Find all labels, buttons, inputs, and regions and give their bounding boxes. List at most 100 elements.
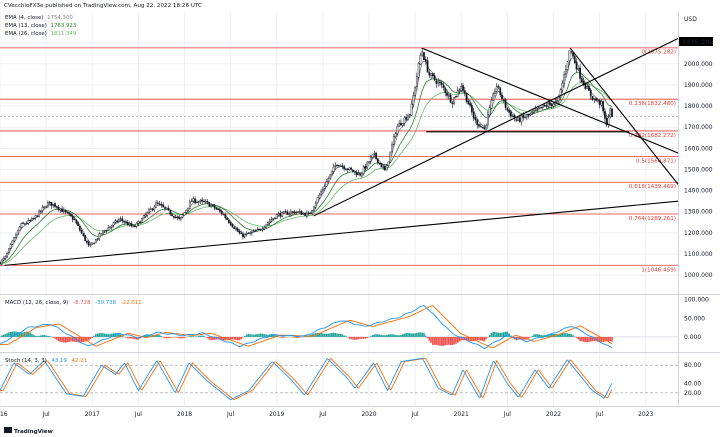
- candle-body-23: [39, 210, 42, 212]
- candle-body-22: [38, 210, 40, 218]
- macd-histogram-bar-142: [251, 334, 253, 337]
- macd-histogram-bar-250: [442, 336, 445, 346]
- macd-histogram-bar-194: [343, 335, 345, 337]
- macd-histogram-bar-338: [598, 336, 601, 343]
- candle-body-70: [123, 221, 126, 223]
- macd-histogram-bar-20: [34, 335, 37, 337]
- macd-histogram-bar-186: [329, 333, 331, 337]
- macd-histogram-bar-220: [389, 334, 392, 337]
- candle-body-263: [465, 92, 468, 102]
- macd-histogram-bar-183: [323, 333, 326, 337]
- candle-body-62: [109, 226, 111, 229]
- macd-histogram-bar-51: [89, 336, 92, 340]
- candle-body-281: [497, 86, 500, 88]
- macd-histogram-bar-185: [327, 333, 329, 337]
- macd-histogram-bar-188: [332, 332, 335, 337]
- macd-histogram-bar-16: [27, 331, 30, 337]
- candle-body-272: [481, 126, 484, 129]
- macd-histogram-bar-187: [330, 332, 333, 337]
- macd-histogram-bar-45: [79, 336, 81, 343]
- macd-histogram-bar-258: [456, 336, 459, 343]
- svg-text:EMA (26, close) 1811.349: EMA (26, close) 1811.349: [5, 31, 77, 37]
- macd-histogram-bar-11: [18, 332, 21, 337]
- candle-body-16: [27, 220, 30, 224]
- candle-body-144: [254, 230, 257, 232]
- candle-body-154: [272, 218, 275, 220]
- candle-body-308: [545, 105, 548, 107]
- macd-histogram-bar-340: [602, 336, 604, 342]
- macd-histogram-bar-38: [66, 336, 69, 343]
- macd-histogram-bar-217: [384, 335, 386, 337]
- candle-body-36: [62, 209, 65, 212]
- stoch-legend-label: Stoch (14, 3, 3): [5, 358, 47, 364]
- macd-histogram-bar-259: [458, 336, 461, 342]
- macd-histogram-bar-166: [293, 336, 296, 338]
- macd-histogram-bar-96: [169, 336, 172, 338]
- candle-body-63: [110, 225, 113, 228]
- macd-histogram-bar-298: [527, 336, 530, 339]
- candle-body-225: [398, 123, 401, 127]
- candle-body-56: [98, 233, 101, 240]
- candle-body-45: [78, 226, 81, 231]
- candle-body-328: [580, 78, 583, 82]
- candle-body-64: [112, 222, 115, 226]
- candle-body-132: [233, 227, 236, 230]
- candle-body-179: [316, 197, 319, 203]
- macd-histogram-bar-197: [348, 336, 351, 339]
- candle-body-137: [242, 233, 244, 238]
- macd-histogram-bar-309: [547, 334, 549, 337]
- macd-histogram-bar-129: [228, 336, 230, 340]
- macd-histogram-bar-125: [220, 336, 223, 341]
- macd-histogram-bar-330: [584, 336, 587, 343]
- candle-body-246: [435, 80, 438, 84]
- candle-body-202: [357, 172, 360, 176]
- price-tick-label-8: 1300.000: [684, 209, 713, 216]
- macd-histogram-bar-132: [233, 336, 235, 340]
- candle-body-117: [206, 201, 209, 203]
- macd-histogram-bar-306: [542, 335, 544, 337]
- macd-histogram-bar-52: [91, 336, 94, 338]
- candle-body-332: [588, 85, 590, 91]
- macd-histogram-bar-147: [259, 333, 262, 337]
- candle-body-143: [252, 230, 255, 233]
- time-tick-label-2: 2017: [85, 411, 100, 418]
- candle-body-245: [433, 75, 436, 81]
- candle-body-243: [430, 73, 432, 77]
- candle-body-149: [263, 226, 266, 230]
- candle-body-28: [48, 201, 51, 204]
- candle-body-147: [259, 229, 262, 231]
- last-price-tag: 2075.282: [679, 37, 714, 46]
- candle-body-91: [160, 203, 163, 206]
- candle-body-174: [307, 212, 310, 214]
- candle-body-87: [153, 206, 156, 211]
- macd-histogram-bar-23: [40, 335, 42, 337]
- candle-body-33: [57, 206, 60, 210]
- macd-histogram-bar-66: [116, 333, 118, 337]
- macd-histogram-bar-76: [134, 336, 136, 340]
- macd-histogram-bar-89: [157, 334, 159, 337]
- macd-histogram-bar-269: [476, 336, 478, 341]
- macd-histogram-bar-8: [13, 331, 15, 337]
- candle-body-273: [483, 127, 486, 130]
- candle-body-191: [337, 165, 340, 167]
- candle-body-340: [602, 100, 605, 112]
- candle-body-309: [547, 102, 550, 108]
- candle-body-8: [13, 237, 16, 242]
- macd-histogram-bar-278: [492, 331, 494, 337]
- macd-histogram-bar-54: [94, 334, 97, 337]
- candle-body-38: [66, 211, 69, 214]
- macd-histogram-bar-246: [435, 336, 438, 345]
- candle-body-139: [245, 233, 248, 235]
- candle-body-11: [18, 226, 21, 231]
- time-tick-label-13: Jul: [595, 411, 604, 418]
- candle-body-199: [352, 169, 354, 173]
- macd-tick-label-2: 0.000: [684, 334, 701, 341]
- macd-histogram-bar-253: [448, 336, 450, 345]
- price-tick-label-6: 1500.000: [684, 166, 713, 173]
- candle-body-237: [419, 55, 422, 65]
- macd-histogram-bar-119: [210, 336, 212, 341]
- macd-histogram-bar-270: [478, 336, 480, 341]
- candle-body-305: [540, 106, 542, 108]
- candle-body-4: [6, 252, 8, 258]
